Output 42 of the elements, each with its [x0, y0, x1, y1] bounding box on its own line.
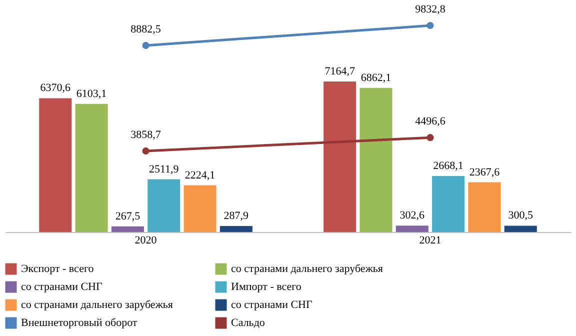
legend-label: Сальдо — [231, 317, 266, 329]
data-label: 2668,1 — [433, 160, 464, 172]
x-tick-label: 2021 — [419, 234, 442, 246]
bar — [360, 88, 392, 232]
point — [142, 147, 150, 154]
data-label: 2511,9 — [148, 163, 180, 176]
data-label: 9832,8 — [415, 4, 446, 16]
data-label: 7164,7 — [324, 66, 356, 78]
point — [426, 134, 434, 142]
data-label: 267,5 — [115, 210, 141, 222]
legend-label: со странами дальнего зарубежья — [231, 263, 383, 275]
legend-label: Внешнеторговый оборот — [21, 317, 138, 329]
data-label: 4496,6 — [415, 116, 446, 128]
legend-label: со странами дальнего зарубежья — [21, 299, 173, 311]
point — [426, 22, 434, 30]
data-label: 3858,7 — [130, 128, 162, 141]
data-label: 302,6 — [400, 210, 426, 222]
legend-label: Экспорт - всего — [21, 263, 94, 275]
data-label: 2224,1 — [184, 169, 216, 182]
data-label: 6862,1 — [360, 72, 392, 84]
x-tick-label: 2020 — [134, 234, 158, 246]
bar — [184, 185, 216, 232]
data-label: 8882,5 — [130, 23, 162, 36]
legend-label: со странами СНГ — [231, 299, 312, 311]
bar — [396, 226, 428, 232]
bar — [324, 82, 356, 232]
bar — [39, 98, 72, 232]
bar — [432, 176, 465, 232]
legend-label: Импорт - всего — [231, 281, 302, 293]
data-label: 6103,1 — [76, 88, 107, 100]
bar — [75, 104, 108, 232]
bar — [148, 179, 180, 232]
data-label: 2367,6 — [469, 166, 500, 178]
legend-label: со странами СНГ — [21, 281, 102, 293]
data-label: 300,5 — [508, 210, 534, 222]
data-label: 287,9 — [224, 210, 250, 222]
bar — [220, 226, 252, 232]
point — [142, 42, 150, 49]
bar — [504, 226, 537, 232]
bar — [468, 182, 501, 232]
data-label: 6370,6 — [40, 82, 72, 94]
bar — [111, 226, 144, 232]
